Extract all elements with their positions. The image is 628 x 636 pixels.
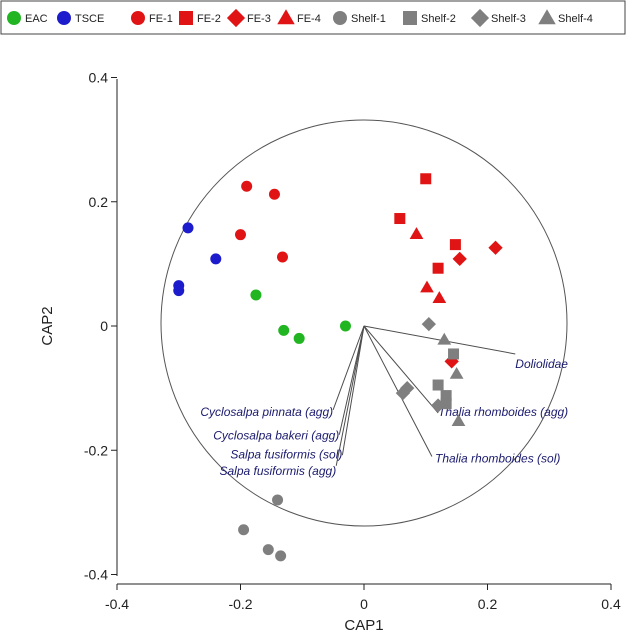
data-point-eac [293, 332, 305, 344]
data-point-shelf-1 [262, 544, 274, 556]
y-tick-label: 0.2 [89, 194, 109, 210]
x-tick-label: 0 [360, 596, 368, 612]
data-point-eac [250, 289, 262, 301]
unit-circle [160, 119, 568, 527]
vector-label: Salpa fusiformis (agg) [219, 464, 336, 478]
plot-area: 0.4 0.2 0 -0.2 -0.4 -0.4 -0.2 0 0.2 0.4 Doliolidae… [84, 70, 621, 613]
legend-label-fe-2: FE-2 [197, 13, 221, 25]
vector-label: Salpa fusiformis (sol) [230, 447, 342, 461]
data-point-shelf-1 [275, 550, 287, 562]
data-point-fe-1 [268, 188, 280, 200]
legend-marker-fe-3 [226, 8, 246, 28]
y-tick-label: 0 [100, 318, 108, 334]
data-point-tsce [182, 222, 194, 234]
data-point-shelf-2 [440, 390, 452, 402]
vector-label: Cyclosalpa bakeri (agg) [213, 429, 339, 443]
x-tick-label: -0.4 [105, 596, 129, 612]
data-point-shelf-4 [451, 414, 466, 427]
data-point-shelf-2 [432, 379, 444, 391]
y-axis-title: CAP2 [39, 306, 56, 345]
data-point-tsce [173, 285, 185, 297]
legend-label-shelf-1: Shelf-1 [351, 13, 386, 25]
x-tick-label: 0.4 [601, 596, 621, 612]
legend-label-tsce: TSCE [75, 13, 104, 25]
data-point-shelf-2 [440, 398, 452, 410]
vector-line [338, 325, 365, 435]
vector-label: Thalia rhomboides (agg) [438, 405, 568, 419]
legend-marker-tsce [57, 11, 71, 25]
data-point-shelf-1 [238, 524, 250, 536]
legend-marker-eac [7, 11, 21, 25]
legend-label-shelf-3: Shelf-3 [491, 13, 526, 25]
x-axis-title: CAP1 [344, 617, 383, 634]
data-point-fe-4 [432, 291, 447, 303]
vector-label: Thalia rhomboides (sol) [435, 452, 560, 466]
data-point-fe-4 [420, 280, 434, 293]
data-point-fe-2 [449, 239, 461, 251]
data-point-fe-2 [432, 262, 444, 274]
data-point-fe-3 [452, 251, 467, 267]
legend-label-fe-4: FE-4 [297, 13, 321, 25]
legend-label-fe-3: FE-3 [247, 13, 271, 25]
legend: EAC TSCE FE-1 FE-2 FE-3 FE-4 Shelf-1 Shelf-2 She… [0, 0, 626, 35]
vector-line [363, 325, 516, 355]
data-point-fe-1 [241, 180, 253, 192]
data-point-shelf-1 [272, 494, 284, 506]
data-point-fe-4 [409, 227, 424, 240]
legend-marker-shelf-3 [470, 8, 490, 28]
vector-line [335, 325, 365, 466]
data-point-shelf-4 [449, 366, 464, 379]
legend-label-shelf-4: Shelf-4 [558, 13, 593, 25]
legend-marker-fe-1 [131, 11, 145, 25]
data-point-shelf-2 [448, 348, 460, 360]
data-point-eac [278, 324, 290, 336]
y-tick-label: 0.4 [89, 70, 109, 86]
data-point-fe-1 [235, 229, 246, 241]
data-point-eac [339, 320, 351, 332]
vector-line [363, 325, 439, 414]
data-point-fe-3 [444, 354, 459, 369]
data-point-fe-2 [420, 173, 432, 185]
y-tick-label: -0.4 [84, 567, 108, 583]
legend-marker-fe-4 [277, 9, 295, 25]
data-point-shelf-3 [421, 316, 436, 332]
data-point-shelf-4 [437, 332, 452, 345]
legend-label-fe-1: FE-1 [149, 13, 173, 25]
y-tick-label: -0.2 [84, 442, 108, 458]
data-point-fe-3 [488, 240, 503, 255]
data-point-shelf-3 [430, 398, 446, 413]
data-point-shelf-3 [395, 385, 411, 401]
legend-marker-shelf-4 [538, 9, 556, 25]
legend-label-shelf-2: Shelf-2 [421, 13, 456, 25]
x-tick-label: -0.2 [228, 596, 252, 612]
vector-label: Doliolidae [515, 357, 568, 371]
data-point-fe-1 [276, 251, 288, 263]
legend-box [0, 0, 626, 35]
legend-marker-shelf-2 [403, 11, 417, 25]
data-point-fe-2 [394, 213, 406, 225]
legend-label-eac: EAC [25, 13, 48, 25]
x-tick-label: 0.2 [478, 596, 498, 612]
vector-line [332, 325, 365, 411]
legend-marker-shelf-1 [333, 11, 347, 25]
legend-marker-fe-2 [179, 11, 193, 25]
data-point-tsce [210, 253, 222, 265]
vector-line [341, 325, 365, 456]
vector-label: Cyclosalpa pinnata (agg) [200, 405, 333, 419]
